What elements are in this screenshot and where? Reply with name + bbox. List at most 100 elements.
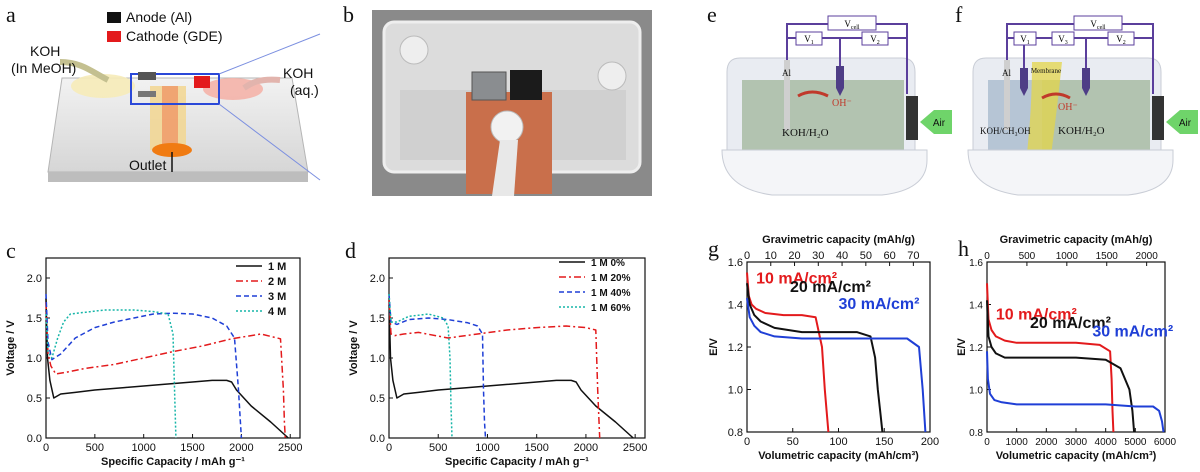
anode-block-lower [138,91,156,97]
panel-b-photo [372,10,652,196]
panel-label-h: h [958,236,969,261]
left-inlet-label-line2: (In MeOH) [11,60,76,76]
cell-plate-edge [48,172,308,182]
outlet-label: Outlet [129,157,166,173]
panel-label-b: b [343,2,354,27]
left-port [399,35,429,65]
x-tick-label: 6000 [1154,437,1177,448]
air-label: Air [1179,118,1192,129]
legend-label-2: 1 M 20% [591,273,631,284]
x-tick-label: 1500 [180,442,204,454]
left-channel [71,74,135,98]
series-line-3 [45,293,243,439]
series-line-3 [746,297,927,433]
curve-annotation-1: 10 mA/cm² [756,270,837,287]
x-tick-label: 1000 [1006,437,1029,448]
outlet-stream [162,86,178,150]
anode-label: Al [1002,68,1011,78]
top-x-tick-label: 1000 [1056,251,1079,262]
y-axis-title: Voltage / V [5,320,17,376]
top-x-tick-label: 40 [836,250,848,262]
y-tick-label: 1.0 [370,353,385,365]
y-tick-label: 1.2 [969,343,983,354]
series-line-4 [45,309,177,439]
membrane [1024,62,1062,178]
series-line-1 [746,272,830,433]
top-x-tick-label: 10 [765,250,777,262]
y-axis-title: E/V [956,337,968,355]
y-tick-label: 0.0 [370,433,385,445]
x-tick-label: 500 [86,442,104,454]
zoom-line-top [218,33,321,75]
curve-annotation-1: 10 mA/cm² [996,306,1077,323]
x-tick-label: 50 [787,436,799,448]
tank-base [967,149,1174,196]
y-axis-title: E/V [708,337,720,355]
center-port [490,110,524,144]
anode-block [138,72,156,80]
top-x-tick-label: 30 [812,250,824,262]
x-tick-label: 3000 [1065,437,1088,448]
v1-label: V1 [1020,34,1030,46]
y-tick-label: 0.0 [27,433,42,445]
curve-annotation-3: 30 mA/cm² [839,296,920,313]
plot-frame [45,257,301,439]
y-tick-label: 1.5 [27,313,42,325]
legend-cathode-swatch [107,31,121,42]
zoom-box [130,73,220,105]
series-line-1 [388,297,634,439]
v1-label: V1 [804,34,814,46]
y-tick-label: 0.8 [969,428,983,439]
chart-c-voltage-vs-capacity: 0 500 1000 1500 2000 2500 0.0 0.5 1.0 1.5 2.0 Speci… [5,257,302,468]
anode-plate [1004,60,1010,130]
v1-box [795,31,823,46]
top-x-tick-label: 500 [1019,251,1036,262]
vcell-box [1073,15,1123,31]
x-tick-label: 2000 [1035,437,1058,448]
tank-base [721,149,928,196]
v3-label: V3 [1058,34,1068,46]
reference-electrode-right [1082,68,1090,96]
outlet-tube [492,140,518,196]
v2-label: V2 [870,34,880,46]
panel-e-cell: Air Al Vcell V1 V2 OH⁻ KOH/H₂O [721,15,952,196]
v3-box [1051,31,1075,46]
top-x-tick-label: 2000 [1136,251,1159,262]
legend-label-1: 1 M [268,261,286,273]
legend-label-3: 3 M [268,291,286,303]
electrolyte-label: KOH/H₂O [782,127,829,139]
x-tick-label: 1000 [475,442,499,454]
x-tick-label: 2000 [574,442,598,454]
x-axis-title: Specific Capacity / mAh g⁻¹ [445,456,589,468]
x-tick-label: 5000 [1124,437,1147,448]
panel-f-cell: Membrane Air Al Vcell V1 V3 V2 OH⁻ KOH/C… [967,15,1198,196]
x-tick-label: 100 [829,436,847,448]
top-x-axis-title: Gravimetric capacity (mAh/g) [762,234,915,246]
cathode-block [194,76,210,88]
chart-g-potential-vs-capacity: 0 50 100 150 2000.81.01.21.41.60 10 20 30 40 50 60… [708,234,939,462]
series-line-3 [388,293,487,439]
x-tick-label: 0 [386,442,392,454]
chart-d-voltage-vs-capacity: 0 500 1000 1500 2000 2500 0.0 0.5 1.0 1.5 2.0 Speci… [348,257,647,468]
top-x-tick-label: 70 [907,250,919,262]
panel-label-e: e [707,2,717,27]
air-cathode [1152,96,1164,140]
top-x-tick-label: 1500 [1096,251,1119,262]
v2-box [861,31,889,46]
panel-label-d: d [345,238,356,263]
x-tick-label: 2000 [229,442,253,454]
hydroxide-flow-arrow [1041,92,1071,100]
panel-a-schematic: Anode (Al) Cathode (GDE) KOH (In MeOH) K… [11,9,321,182]
air-arrow [1166,110,1198,134]
x-tick-label: 2500 [623,442,647,454]
top-x-tick-label: 50 [860,250,872,262]
panel-label-f: f [955,2,963,27]
cathode-tab [510,70,542,100]
v1-box [1013,31,1037,46]
air-arrow [920,110,952,134]
curve-annotation-2: 20 mA/cm² [790,279,871,296]
right-inlet-label-line2: (aq.) [290,82,319,98]
panel-label-c: c [6,238,16,263]
legend-anode-label: Anode (Al) [126,9,192,25]
panel-label-g: g [708,236,719,261]
